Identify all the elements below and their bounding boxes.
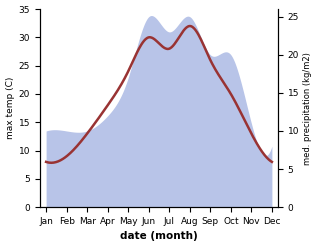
Y-axis label: med. precipitation (kg/m2): med. precipitation (kg/m2)	[303, 52, 313, 165]
Y-axis label: max temp (C): max temp (C)	[5, 77, 15, 139]
X-axis label: date (month): date (month)	[120, 231, 198, 242]
